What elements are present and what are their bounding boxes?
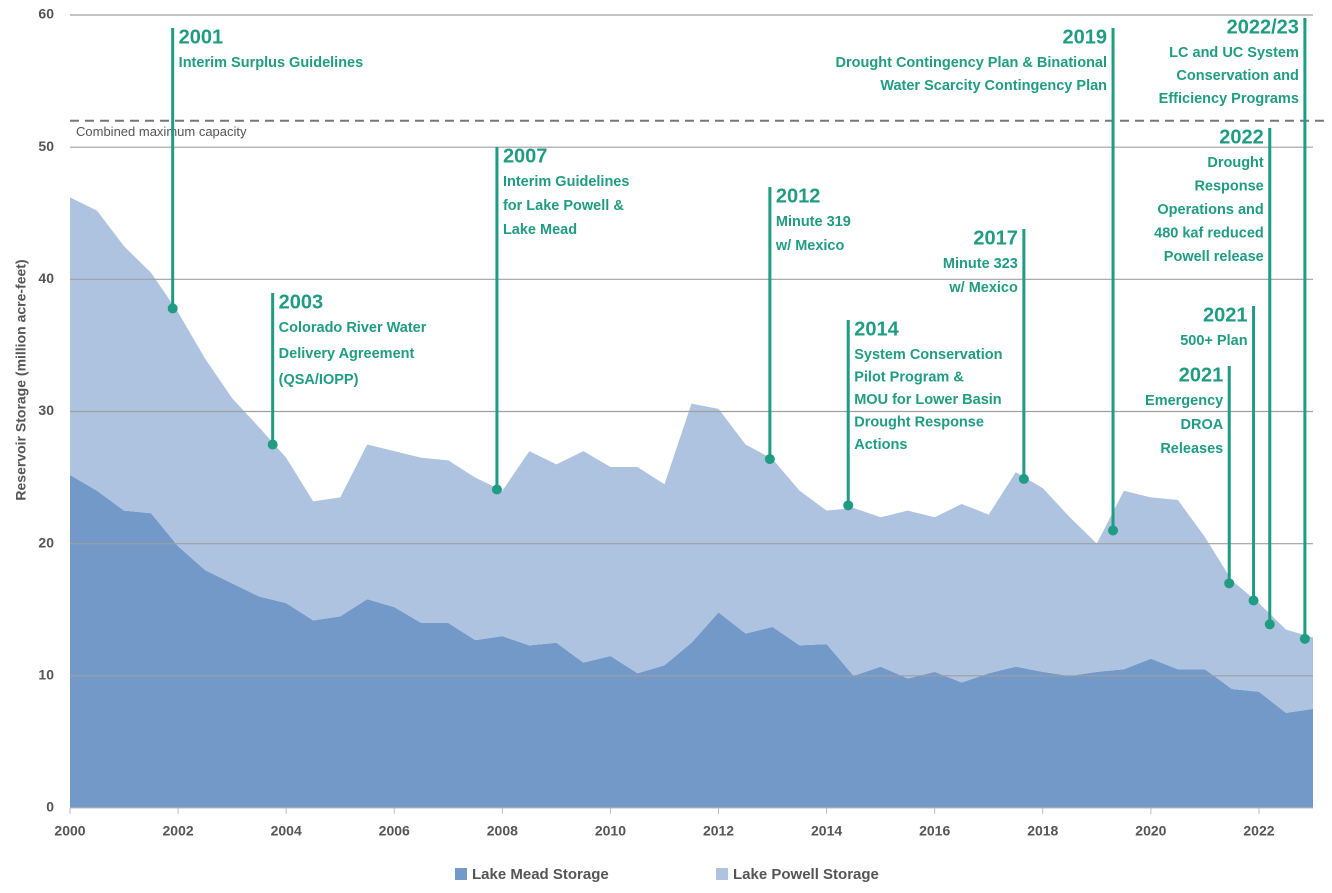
y-axis-label: Reservoir Storage (million acre-feet) <box>13 259 29 500</box>
x-tick-label: 2008 <box>487 823 518 839</box>
annotation-text: (QSA/IOPP) <box>279 372 359 388</box>
annotation-dot <box>1264 619 1275 630</box>
x-tick-label: 2012 <box>703 823 734 839</box>
y-tick-label: 20 <box>38 534 54 550</box>
x-tick-label: 2010 <box>595 823 626 839</box>
y-tick-label: 0 <box>46 799 54 815</box>
legend-swatch <box>455 868 467 880</box>
x-tick-label: 2018 <box>1027 823 1058 839</box>
annotation-text: Minute 319 <box>776 214 851 230</box>
annotation-text: System Conservation <box>854 347 1002 363</box>
annotation-text: Releases <box>1160 441 1223 457</box>
annotation-text: Efficiency Programs <box>1159 91 1299 107</box>
annotation-text: Drought Contingency Plan & Binational <box>836 55 1107 71</box>
area <box>70 197 1313 713</box>
legend-label: Lake Powell Storage <box>733 866 879 883</box>
annotation-text: Conservation and <box>1176 68 1298 84</box>
annotation-title: 2022/23 <box>1227 16 1299 38</box>
annotation-text: w/ Mexico <box>948 280 1018 296</box>
annotation-dot <box>1018 473 1029 484</box>
annotation-title: 2017 <box>973 227 1018 249</box>
x-tick-label: 2000 <box>54 823 85 839</box>
annotation-title: 2007 <box>503 145 548 167</box>
x-tick-label: 2014 <box>811 823 842 839</box>
annotation-dot <box>843 500 854 511</box>
x-tick-label: 2002 <box>163 823 194 839</box>
annotation-text: Water Scarcity Contingency Plan <box>880 78 1107 94</box>
x-tick-label: 2004 <box>271 823 302 839</box>
annotation-dot <box>267 439 278 450</box>
annotation-title: 2021 <box>1179 364 1224 386</box>
annotation-text: Drought Response <box>854 414 984 430</box>
annotation-dot <box>491 484 502 495</box>
annotation-text: Interim Surplus Guidelines <box>179 55 364 71</box>
legend-swatch <box>716 868 728 880</box>
annotation-dot <box>167 303 178 314</box>
annotation-title: 2019 <box>1063 26 1108 48</box>
x-tick-label: 2022 <box>1243 823 1274 839</box>
annotation-text: Emergency <box>1145 393 1223 409</box>
annotation-text: MOU for Lower Basin <box>854 392 1001 408</box>
annotation-dot <box>1108 525 1119 536</box>
annotation-text: Interim Guidelines <box>503 174 630 190</box>
x-tick-label: 2016 <box>919 823 950 839</box>
x-tick-label: 2020 <box>1135 823 1166 839</box>
annotation-text: Operations and <box>1157 202 1263 218</box>
annotation-text: Minute 323 <box>943 256 1018 272</box>
annotation-text: Powell release <box>1164 249 1264 265</box>
annotation-text: Colorado River Water <box>279 320 427 336</box>
annotation-text: Pilot Program & <box>854 369 964 385</box>
y-tick-label: 60 <box>38 6 54 22</box>
annotation-dot <box>1299 633 1310 644</box>
y-tick-label: 40 <box>38 270 54 286</box>
annotation-title: 2014 <box>854 318 899 340</box>
annotation-title: 2022 <box>1219 126 1264 148</box>
annotation-text: Drought <box>1207 155 1264 171</box>
x-tick-label: 2006 <box>379 823 410 839</box>
area <box>70 474 1313 808</box>
annotation-title: 2003 <box>279 291 324 313</box>
annotation-text: LC and UC System <box>1169 45 1299 61</box>
y-tick-label: 50 <box>38 138 54 154</box>
reference-label: Combined maximum capacity <box>76 124 247 139</box>
annotation-text: Delivery Agreement <box>279 346 415 362</box>
annotation-text: Lake Mead <box>503 222 577 238</box>
legend-label: Lake Mead Storage <box>472 866 609 883</box>
annotation-text: Response <box>1194 178 1263 194</box>
annotation-text: for Lake Powell & <box>503 198 624 214</box>
annotation-dot <box>1224 578 1235 589</box>
annotation-dot <box>1248 595 1259 606</box>
annotation-title: 2021 <box>1203 304 1248 326</box>
y-tick-label: 10 <box>38 667 54 683</box>
annotation-title: 2001 <box>179 26 224 48</box>
annotation-title: 2012 <box>776 185 821 207</box>
annotation-text: Actions <box>854 437 907 453</box>
annotation-text: 480 kaf reduced <box>1154 225 1264 241</box>
annotation-dot <box>764 454 775 465</box>
annotation-text: DROA <box>1181 417 1224 433</box>
annotation-text: 500+ Plan <box>1180 333 1247 349</box>
annotation-text: w/ Mexico <box>775 238 845 254</box>
y-tick-label: 30 <box>38 402 54 418</box>
